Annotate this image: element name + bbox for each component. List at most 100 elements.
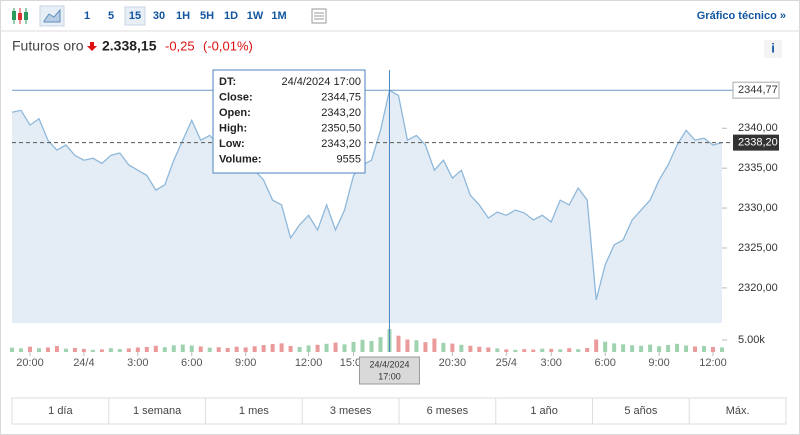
x-tick-label: 24/4 xyxy=(73,357,94,369)
volume-bar xyxy=(288,346,293,352)
volume-bar xyxy=(477,346,482,352)
x-tick-label: 12:00 xyxy=(295,357,323,369)
volume-bar xyxy=(576,349,581,352)
x-tick-label: 12:00 xyxy=(699,357,727,369)
volume-bar xyxy=(711,346,716,352)
active-interval xyxy=(124,6,146,26)
volume-bar xyxy=(450,343,455,352)
range-button[interactable]: 5 años xyxy=(624,405,658,417)
volume-bar xyxy=(405,339,410,352)
interval-button[interactable]: 1D xyxy=(224,10,238,22)
technical-link[interactable]: Gráfico técnico » xyxy=(697,10,786,22)
range-button[interactable]: 1 día xyxy=(48,405,73,417)
range-button[interactable]: 3 meses xyxy=(330,405,372,417)
volume-bar xyxy=(225,347,230,352)
interval-button[interactable]: 15 xyxy=(129,10,141,22)
tooltip-value: 24/4/2024 17:00 xyxy=(281,76,361,88)
volume-bar xyxy=(297,346,302,352)
volume-bar xyxy=(603,341,608,352)
down-arrow xyxy=(87,42,97,51)
volume-bar xyxy=(423,342,428,352)
x-tick-label: 6:00 xyxy=(594,357,615,369)
interval-button[interactable]: 1M xyxy=(271,10,286,22)
x-tick-label: 3:00 xyxy=(127,357,148,369)
settings-icon[interactable] xyxy=(311,8,327,24)
area-icon[interactable] xyxy=(39,5,65,27)
volume-bar xyxy=(360,339,365,352)
range-button[interactable]: 1 semana xyxy=(133,405,182,417)
volume-bar xyxy=(414,340,419,352)
volume-bar xyxy=(594,339,599,352)
range-button[interactable]: 1 año xyxy=(530,405,558,417)
volume-bar xyxy=(27,346,32,352)
y-tick-label: 2320,00 xyxy=(738,282,778,294)
volume-bar xyxy=(54,346,59,352)
volume-bar xyxy=(18,348,23,352)
volume-bar xyxy=(351,341,356,352)
volume-bar xyxy=(252,346,257,352)
change: -0,25 xyxy=(165,38,195,53)
tooltip-value: 2350,50 xyxy=(321,122,361,134)
y-tick-label: 2335,00 xyxy=(738,162,778,174)
info-button[interactable] xyxy=(764,40,782,58)
volume-bar xyxy=(567,348,572,352)
volume-bar xyxy=(639,345,644,352)
volume-bar xyxy=(459,344,464,352)
last-label-box xyxy=(733,134,779,151)
interval-button[interactable]: 5H xyxy=(200,10,214,22)
interval-button[interactable]: 5 xyxy=(108,10,114,22)
price: 2.338,15 xyxy=(102,38,157,54)
range-button[interactable]: 1 mes xyxy=(239,405,269,417)
candle-icon[interactable] xyxy=(12,8,28,24)
x-tick-label: 3:00 xyxy=(541,357,562,369)
tooltip-value: 9555 xyxy=(337,153,361,165)
interval-button[interactable]: 1 xyxy=(84,10,90,22)
volume-bar xyxy=(180,344,185,352)
y-tick-label: 2325,00 xyxy=(738,242,778,254)
tooltip-key: Close: xyxy=(219,91,253,103)
tooltip-key: Open: xyxy=(219,107,251,119)
volume-bar xyxy=(333,342,338,352)
volume-bar xyxy=(522,349,527,352)
interval-button[interactable]: 30 xyxy=(153,10,165,22)
range-button[interactable]: Máx. xyxy=(726,405,750,417)
x-tick-label: 9:00 xyxy=(648,357,669,369)
tooltip-key: DT: xyxy=(219,76,236,88)
volume-bar xyxy=(144,346,149,352)
volume-bar xyxy=(126,348,131,352)
volume-bar xyxy=(621,344,626,352)
volume-bar xyxy=(684,345,689,352)
volume-bar xyxy=(504,349,509,352)
volume-bar xyxy=(198,346,203,352)
chart: Investing.com2320,002325,002330,002335,0… xyxy=(10,69,780,385)
volume-bar xyxy=(270,344,275,352)
crosshair-label: 24/4/2024 xyxy=(369,359,409,369)
tooltip-value: 2343,20 xyxy=(321,138,361,150)
interval-button[interactable]: 1H xyxy=(176,10,190,22)
x-tick-label: 20:30 xyxy=(439,357,467,369)
interval-button[interactable]: 1W xyxy=(247,10,264,22)
tooltip-box xyxy=(212,69,366,174)
y2-tick-label: 5.00k xyxy=(738,334,765,346)
volume-bar xyxy=(117,349,122,352)
price-line xyxy=(11,89,723,301)
tooltip-key: Volume: xyxy=(219,153,262,165)
volume-bar xyxy=(189,345,194,352)
volume-bar xyxy=(486,347,491,352)
range-button[interactable]: 6 meses xyxy=(427,405,469,417)
volume-bar xyxy=(657,346,662,352)
volume-bar xyxy=(216,347,221,352)
volume-bar xyxy=(441,342,446,352)
volume-bar xyxy=(396,335,401,352)
high-label-box xyxy=(732,81,780,99)
volume-bar xyxy=(531,349,536,352)
volume-bar xyxy=(666,345,671,352)
volume-bar xyxy=(693,346,698,352)
volume-bar xyxy=(549,348,554,352)
volume-bar xyxy=(378,337,383,352)
info-icon[interactable]: i xyxy=(771,40,775,55)
volume-bar xyxy=(153,345,158,352)
volume-bar xyxy=(495,348,500,352)
x-tick-label: 9:00 xyxy=(235,357,256,369)
